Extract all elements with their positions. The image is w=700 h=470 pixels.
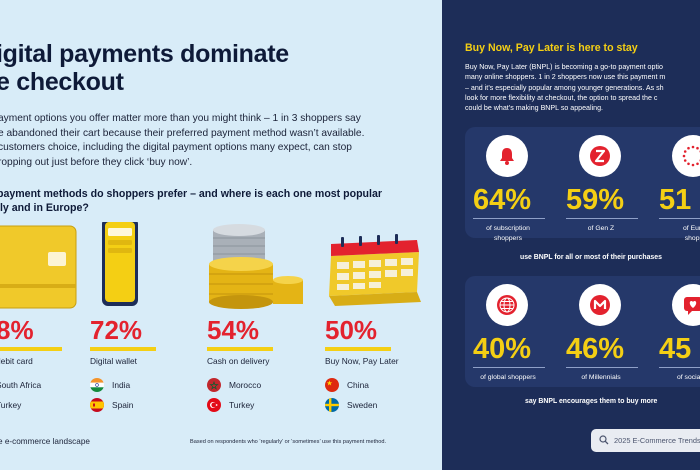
stat-caption: of subscription shoppers [486, 225, 530, 242]
stat-value: 40% [473, 333, 532, 365]
method-percent: 8% [0, 315, 34, 345]
m-icon [579, 284, 621, 326]
left-panel: igital payments dominate e checkout ayme… [0, 40, 435, 446]
method-label: debit card [0, 356, 33, 366]
spain-flag-icon [90, 398, 104, 412]
country-name: China [347, 380, 369, 390]
percent-underline [0, 347, 62, 351]
globe-icon [486, 284, 528, 326]
heart-icon [672, 284, 700, 326]
country-name: Morocco [229, 380, 262, 390]
method-percent: 54% [207, 315, 260, 345]
stat-value: 46% [566, 333, 625, 365]
stat-divider [659, 367, 700, 368]
stat-divider [566, 218, 638, 219]
method-label: Cash on delivery [207, 356, 270, 366]
bnpl-body-text: Buy Now, Pay Later (BNPL) is becoming a … [465, 63, 666, 113]
footnote: Based on respondents who ‘regularly’ or … [190, 439, 387, 445]
china-flag-icon [325, 378, 339, 392]
stat-value: 51 [659, 184, 692, 216]
percent-underline [90, 347, 156, 351]
percent-underline [325, 347, 391, 351]
eu-stars-icon [672, 135, 700, 177]
country-name: India [112, 380, 131, 390]
country-name: Turkey [229, 400, 255, 410]
page-title: igital payments dominate e checkout [0, 40, 289, 96]
card-subtitle-usage: use BNPL for all or most of their purcha… [520, 254, 662, 261]
method-label: Digital wallet [90, 356, 138, 366]
method-cash-on-delivery: 54% Cash on delivery Morocco Turkey [207, 222, 317, 422]
percent-underline [207, 347, 273, 351]
country-row: Spain [90, 398, 133, 412]
search-bar[interactable]: 2025 E-Commerce Trends [591, 429, 700, 452]
stat-divider [566, 367, 638, 368]
country-name: South Africa [0, 380, 42, 390]
debit-card-illustration [0, 222, 96, 312]
stat-value: 59% [566, 184, 625, 216]
country-row: Sweden [325, 398, 377, 412]
footer-text: e e-commerce landscape [0, 437, 90, 446]
search-text[interactable]: 2025 E-Commerce Trends [614, 436, 700, 445]
stat-divider [659, 218, 700, 219]
country-row: India [90, 378, 130, 392]
method-percent: 72% [90, 315, 143, 345]
sweden-flag-icon [325, 398, 339, 412]
stats-card-encourage: 40% of global shoppers 46% of Millennial… [465, 276, 700, 387]
country-row: Turkey [207, 398, 254, 412]
method-label: Buy Now, Pay Later [325, 356, 399, 366]
bnpl-heading: Buy Now, Pay Later is here to stay [465, 42, 638, 54]
method-bnpl: 50% Buy Now, Pay Later China Sweden [325, 222, 435, 422]
method-debit-card: 8% debit card South Africa Turkey [0, 222, 106, 422]
intro-text: ayment options you offer matter more tha… [0, 113, 365, 168]
smartphone-illustration [90, 218, 190, 312]
stat-caption: of Millennials [581, 374, 621, 381]
calendar-illustration [325, 222, 425, 312]
country-row: Morocco [207, 378, 261, 392]
country-name: Turkey [0, 400, 22, 410]
stat-caption: of global shoppers [480, 374, 536, 381]
india-flag-icon [90, 378, 104, 392]
method-digital-wallet: 72% Digital wallet India Spain [90, 218, 200, 422]
stat-caption: of Gen Z [587, 225, 615, 232]
method-percent: 50% [325, 315, 378, 345]
turkey-flag-icon [207, 398, 221, 412]
stat-value: 64% [473, 184, 532, 216]
morocco-flag-icon [207, 378, 221, 392]
section-question: payment methods do shoppers prefer – and… [0, 188, 382, 214]
z-icon [579, 135, 621, 177]
stats-card-usage: 64% of subscription shoppers 59% of Gen … [465, 127, 700, 242]
right-panel: Buy Now, Pay Later is here to stay Buy N… [442, 0, 700, 470]
country-row: Turkey [0, 398, 21, 412]
country-name: Sweden [347, 400, 378, 410]
country-name: Spain [112, 400, 134, 410]
country-row: China [325, 378, 369, 392]
bell-icon [486, 135, 528, 177]
stat-caption: of social sh [676, 374, 700, 381]
stat-divider [473, 367, 545, 368]
search-icon [599, 432, 609, 450]
card-subtitle-encourage: say BNPL encourages them to buy more [525, 398, 658, 405]
stat-value: 45 [659, 333, 692, 365]
stat-caption: of Euro shopp [683, 225, 700, 242]
country-row: South Africa [0, 378, 41, 392]
stat-divider [473, 218, 545, 219]
coin-stack-illustration [207, 222, 307, 312]
